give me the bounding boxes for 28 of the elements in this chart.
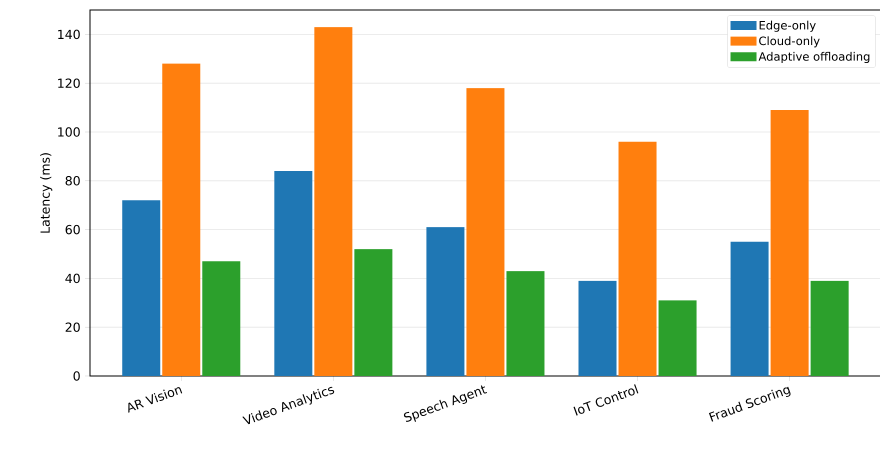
bar [274, 171, 312, 376]
bar [354, 249, 392, 376]
bar [810, 280, 849, 376]
bar [202, 261, 240, 376]
bar [658, 300, 697, 376]
legend-label: Adaptive offloading [758, 52, 870, 64]
bar [314, 27, 352, 376]
y-tick-label: 120 [58, 78, 80, 88]
y-tick-label: 60 [66, 224, 80, 234]
bar [730, 242, 769, 376]
y-tick-label: 140 [58, 30, 80, 40]
y-tick-label: 80 [66, 176, 80, 186]
x-tick-label: AR Vision [128, 387, 182, 413]
legend-label: Cloud-only [759, 36, 820, 48]
bar [770, 110, 809, 376]
bar [618, 142, 657, 376]
bar [466, 88, 504, 376]
bar [122, 200, 160, 376]
y-tick-label: 0 [74, 371, 80, 381]
y-tick-label: 100 [58, 127, 80, 137]
y-tick-label: 40 [65, 274, 80, 284]
bar [578, 280, 617, 376]
y-tick-label: 20 [66, 322, 80, 332]
y-axis-title: Latency (ms) [40, 153, 52, 233]
bar [426, 227, 464, 376]
legend-label: Edge-only [760, 20, 816, 32]
bar [506, 271, 544, 376]
bar [162, 64, 200, 376]
